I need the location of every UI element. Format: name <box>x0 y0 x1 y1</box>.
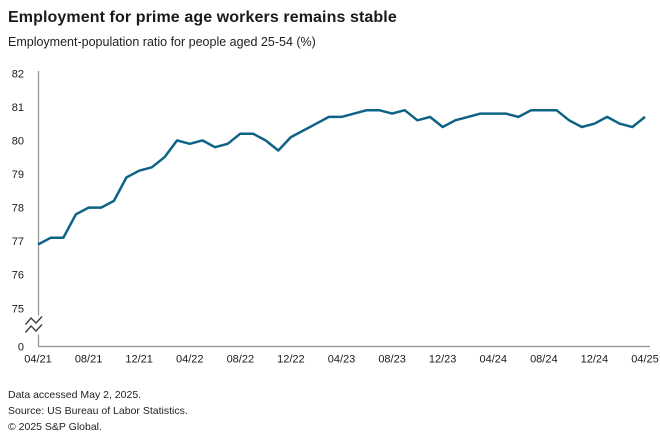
employment-ratio-line <box>37 108 646 246</box>
y-tick-label: 78 <box>12 203 24 215</box>
x-tick-label: 04/21 <box>24 354 52 366</box>
y-tick-label: 76 <box>12 270 24 282</box>
y-axis-break-icon <box>24 315 47 335</box>
footer-accessed: Data accessed May 2, 2025. <box>8 389 142 401</box>
y-tick-label: 81 <box>12 102 24 114</box>
y-axis-labels: 82 81 80 79 78 77 76 75 0 <box>12 68 24 353</box>
x-tick-label: 12/23 <box>429 354 457 366</box>
x-tick-label: 08/23 <box>378 354 406 366</box>
chart-footer: Data accessed May 2, 2025. Source: US Bu… <box>8 387 188 435</box>
page-title: Employment for prime age workers remains… <box>8 9 397 26</box>
page-subtitle: Employment-population ratio for people a… <box>8 35 316 49</box>
y-tick-label: 75 <box>12 303 24 315</box>
x-tick-label: 04/22 <box>176 354 204 366</box>
x-tick-label: 12/22 <box>277 354 305 366</box>
x-tick-label: 12/24 <box>581 354 609 366</box>
y-tick-label: 77 <box>12 236 24 248</box>
footer-source: Source: US Bureau of Labor Statistics. <box>8 405 188 417</box>
axis-break-zigzag-top <box>24 316 43 325</box>
x-tick-label: 12/21 <box>125 354 153 366</box>
y-tick-label: 80 <box>12 135 24 147</box>
x-axis-labels: 04/21 08/21 12/21 04/22 08/22 12/22 04/23 08/23… <box>24 354 659 366</box>
x-tick-label: 08/21 <box>75 354 103 366</box>
axis-break-mask <box>30 315 47 335</box>
axis-break-zigzag-bottom <box>24 324 43 333</box>
footer-copyright: © 2025 S&P Global. <box>8 421 102 433</box>
chart-header: Employment for prime age workers remains… <box>8 8 652 49</box>
x-tick-label: 08/22 <box>227 354 255 366</box>
x-tick-label: 04/23 <box>328 354 356 366</box>
x-tick-label: 08/24 <box>530 354 558 366</box>
y-tick-label: 0 <box>18 342 24 354</box>
y-tick-label: 82 <box>12 68 24 80</box>
x-tick-label: 04/24 <box>479 354 507 366</box>
x-tick-label: 04/25 <box>631 354 659 366</box>
y-tick-label: 79 <box>12 169 24 181</box>
